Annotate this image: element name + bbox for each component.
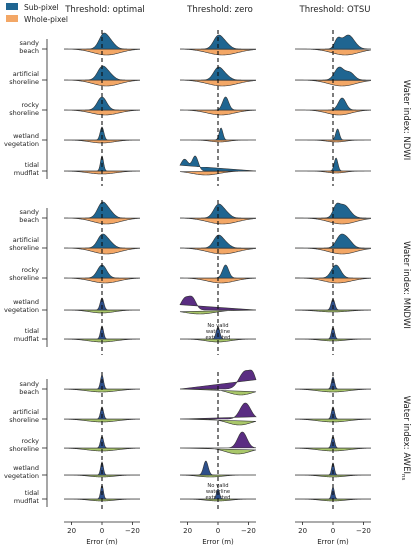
x-tick-label: −20 bbox=[356, 527, 371, 535]
column-title-zero: Threshold: zero bbox=[186, 5, 253, 15]
panel-label-awei: Water index: AWEIns bbox=[400, 396, 411, 481]
x-tick-label: 0 bbox=[331, 527, 335, 535]
panel-label-awei-main: Water index: AWEI bbox=[401, 396, 411, 474]
column-title-optimal: Threshold: optimal bbox=[64, 5, 145, 15]
row-label-artificial-shoreline-l1: artificial bbox=[13, 408, 39, 416]
row-labels-mndwi: sandy beach artificial shoreline rocky s… bbox=[4, 208, 39, 343]
x-tick-label: 0 bbox=[216, 527, 220, 535]
x-axis-title: Error (m) bbox=[317, 538, 349, 546]
ridge-sub-pixel bbox=[295, 157, 371, 172]
row-label-rocky-shoreline-l2: shoreline bbox=[9, 109, 39, 117]
row-label-tidal-mudflat-l2: mudflat bbox=[14, 335, 40, 343]
row-label-tidal-mudflat-l2: mudflat bbox=[14, 169, 40, 177]
x-tick-label: 20 bbox=[298, 527, 307, 535]
legend-label-sub-pixel: Sub-pixel bbox=[24, 3, 59, 12]
row-label-tidal-mudflat-l1: tidal bbox=[25, 489, 39, 497]
ridge-sub-pixel bbox=[179, 402, 257, 420]
row-label-rocky-shoreline-l1: rocky bbox=[22, 437, 40, 445]
row-label-artificial-shoreline-l2: shoreline bbox=[9, 416, 39, 424]
plot-layer: 20 0 −20 Error (m) 20 0 −20 Error (m) 20 0 −20 Erro… bbox=[42, 30, 372, 546]
legend-label-whole-pixel: Whole-pixel bbox=[24, 15, 68, 24]
ridge-sub-pixel bbox=[180, 460, 256, 476]
row-label-rocky-shoreline-l1: rocky bbox=[22, 101, 40, 109]
row-label-rocky-shoreline-l1: rocky bbox=[22, 266, 40, 274]
row-label-sandy-beach-l1: sandy bbox=[20, 380, 40, 388]
row-label-artificial-shoreline-l1: artificial bbox=[13, 236, 39, 244]
row-labels-ndwi: sandy beach artificial shoreline rocky s… bbox=[4, 39, 39, 177]
ridge-whole-pixel bbox=[63, 79, 141, 87]
panel-label-mndwi: Water index: MNDWI bbox=[401, 241, 411, 329]
ridge-whole-pixel bbox=[295, 474, 371, 478]
ridge-sub-pixel bbox=[179, 431, 257, 449]
row-label-wetland-vegetation-l1: wetland bbox=[13, 464, 39, 472]
x-tick-label: 20 bbox=[67, 527, 76, 535]
row-label-wetland-vegetation-l1: wetland bbox=[13, 298, 39, 306]
legend-swatch-sub-pixel bbox=[6, 3, 18, 10]
row-label-wetland-vegetation-l2: vegetation bbox=[4, 306, 39, 314]
ridge-whole-pixel bbox=[64, 474, 140, 478]
row-label-sandy-beach-l1: sandy bbox=[20, 39, 40, 47]
column-title-otsu: Threshold: OTSU bbox=[299, 5, 371, 15]
row-label-tidal-mudflat-l1: tidal bbox=[25, 161, 39, 169]
x-tick-label: −20 bbox=[125, 527, 140, 535]
row-label-sandy-beach-l2: beach bbox=[19, 216, 39, 224]
x-tick-label: 20 bbox=[183, 527, 192, 535]
ridge-whole-pixel bbox=[63, 388, 141, 393]
panel-label-awei-sub: ns bbox=[400, 474, 406, 480]
row-label-wetland-vegetation-l2: vegetation bbox=[4, 472, 39, 480]
ridge-sub-pixel bbox=[64, 126, 140, 141]
x-axis-title: Error (m) bbox=[86, 538, 118, 546]
x-tick-label: 0 bbox=[100, 527, 104, 535]
row-label-sandy-beach-l1: sandy bbox=[20, 208, 40, 216]
row-label-artificial-shoreline-l2: shoreline bbox=[9, 78, 39, 86]
row-label-artificial-shoreline-l1: artificial bbox=[13, 70, 39, 78]
ridge-sub-pixel bbox=[64, 461, 140, 476]
row-label-tidal-mudflat-l2: mudflat bbox=[14, 497, 40, 505]
panel-label-ndwi: Water index: NDWI bbox=[401, 80, 411, 160]
row-labels-awei: sandy beach artificial shoreline rocky s… bbox=[4, 380, 39, 505]
row-label-tidal-mudflat-l1: tidal bbox=[25, 327, 39, 335]
legend-swatch-whole-pixel bbox=[6, 15, 18, 22]
ridge-whole-pixel bbox=[294, 309, 372, 313]
legend: Sub-pixel Whole-pixel bbox=[6, 3, 68, 24]
x-tick-label: −20 bbox=[241, 527, 256, 535]
row-label-rocky-shoreline-l2: shoreline bbox=[9, 274, 39, 282]
row-label-sandy-beach-l2: beach bbox=[19, 388, 39, 396]
ridge-sub-pixel bbox=[295, 128, 371, 141]
ridge-sub-pixel bbox=[64, 233, 140, 249]
ridge-sub-pixel bbox=[180, 34, 256, 50]
ridge-whole-pixel bbox=[294, 388, 372, 393]
row-label-wetland-vegetation-l1: wetland bbox=[13, 132, 39, 140]
row-label-wetland-vegetation-l2: vegetation bbox=[4, 140, 39, 148]
ridge-whole-pixel bbox=[179, 79, 257, 87]
x-axis-title: Error (m) bbox=[202, 538, 234, 546]
row-label-rocky-shoreline-l2: shoreline bbox=[9, 445, 39, 453]
row-label-artificial-shoreline-l2: shoreline bbox=[9, 244, 39, 252]
ridge-sub-pixel bbox=[179, 295, 257, 311]
row-label-sandy-beach-l2: beach bbox=[19, 47, 39, 55]
